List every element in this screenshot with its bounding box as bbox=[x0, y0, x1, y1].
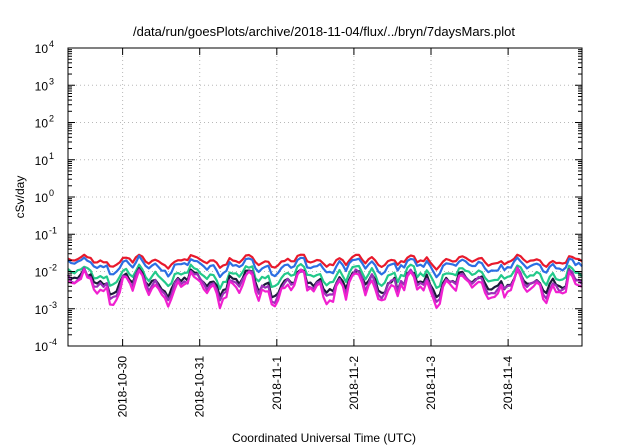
chart-title: /data/run/goesPlots/archive/2018-11-04/f… bbox=[133, 24, 515, 39]
x-axis-ticks: 2018-10-30 2018-10-31 2018-11-1 2018-11-2 20… bbox=[116, 48, 515, 418]
x-tick-label: 2018-10-30 bbox=[116, 356, 130, 418]
x-tick-label: 2018-11-1 bbox=[270, 356, 284, 410]
x-tick-label: 2018-10-31 bbox=[193, 356, 207, 418]
y-tick-exponent: -2 bbox=[49, 263, 57, 273]
series-line bbox=[67, 267, 583, 299]
y-tick-exponent: 2 bbox=[49, 114, 54, 124]
y-tick-exponent: -1 bbox=[49, 225, 57, 235]
x-axis-label: Coordinated Universal Time (UTC) bbox=[232, 431, 416, 445]
y-tick-exponent: 4 bbox=[49, 39, 54, 49]
y-tick-exponent: -4 bbox=[49, 337, 57, 347]
series-lines bbox=[67, 253, 583, 310]
x-tick-label: 2018-11-2 bbox=[347, 356, 361, 410]
y-tick-exponent: 1 bbox=[49, 151, 54, 161]
y-tick-exponent: 0 bbox=[49, 188, 54, 198]
y-tick-label: 10 bbox=[35, 42, 49, 56]
y-tick-label: 10 bbox=[35, 228, 49, 242]
y-tick-label: 10 bbox=[35, 340, 49, 354]
y-tick-label: 10 bbox=[35, 154, 49, 168]
y-tick-label: 10 bbox=[35, 79, 49, 93]
y-tick-label: 10 bbox=[35, 303, 49, 317]
series-line bbox=[67, 253, 583, 271]
series-line bbox=[67, 263, 583, 290]
series-line bbox=[67, 254, 583, 279]
y-tick-label: 10 bbox=[35, 191, 49, 205]
series-line bbox=[67, 267, 583, 310]
y-tick-label: 10 bbox=[35, 266, 49, 280]
y-axis-label: cSv/day bbox=[13, 176, 27, 219]
y-tick-exponent: -3 bbox=[49, 300, 57, 310]
series-line bbox=[67, 266, 583, 305]
x-tick-label: 2018-11-4 bbox=[501, 356, 515, 410]
x-tick-label: 2018-11-3 bbox=[424, 356, 438, 410]
y-tick-label: 10 bbox=[35, 117, 49, 131]
y-tick-exponent: 3 bbox=[49, 76, 54, 86]
